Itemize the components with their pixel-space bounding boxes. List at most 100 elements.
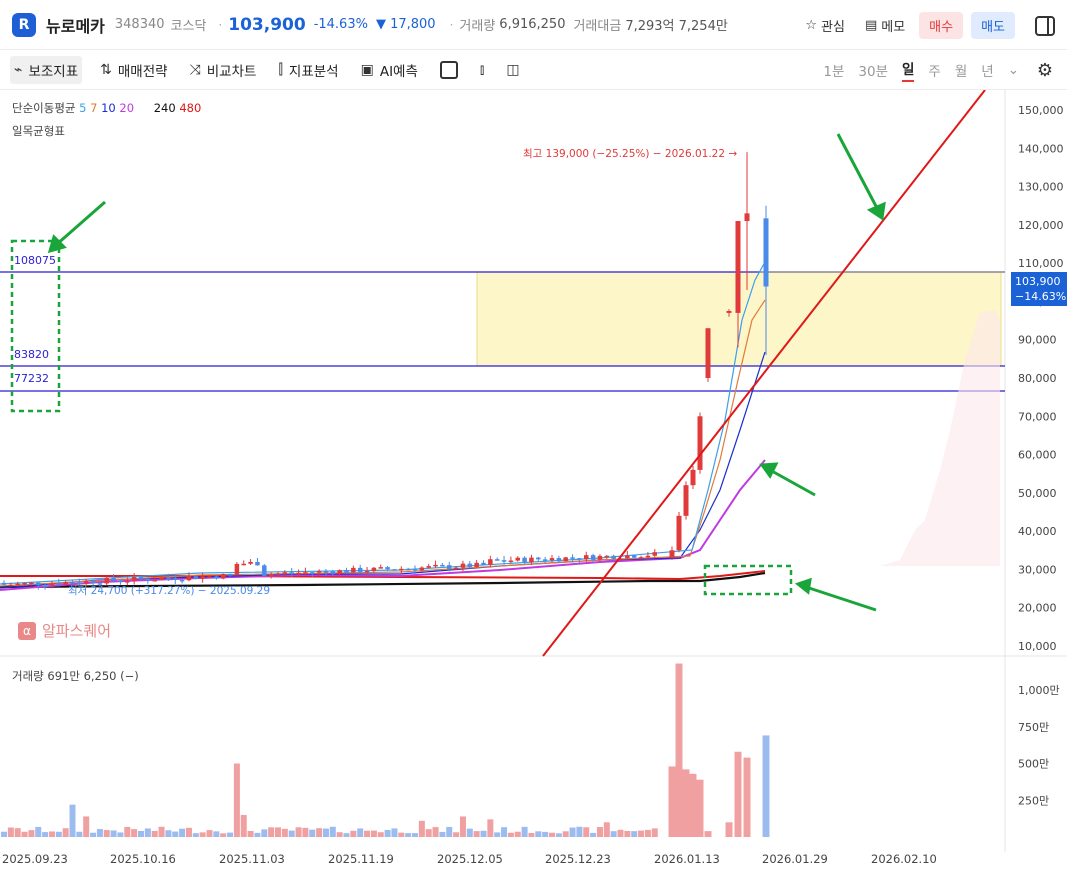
- volume-bar: [696, 779, 704, 837]
- volume-bar: [227, 832, 234, 837]
- volume-bar: [412, 833, 418, 837]
- candle-body: [385, 567, 390, 570]
- candle-body: [453, 567, 459, 570]
- period-week[interactable]: 주: [928, 64, 941, 80]
- volume-bar: [302, 827, 309, 837]
- candle-body: [638, 557, 644, 559]
- compare-button[interactable]: ⤨ 비교차트: [186, 56, 261, 84]
- level-2-label: 83820: [14, 348, 49, 361]
- candle-body: [186, 576, 192, 581]
- volume-bar: [682, 769, 690, 837]
- date-label: 2025.12.23: [545, 852, 611, 866]
- volume-bar: [35, 826, 42, 837]
- period-30min[interactable]: 30분: [858, 64, 888, 80]
- candle-body: [726, 311, 732, 313]
- candle-body: [275, 573, 281, 575]
- candle-body: [97, 583, 103, 585]
- period-year[interactable]: 년: [981, 64, 994, 80]
- watch-button[interactable]: ☆ 관심: [799, 13, 851, 38]
- volume-bar: [343, 833, 350, 837]
- candle-type-button[interactable]: ⫾: [476, 58, 488, 82]
- memo-icon: ▤: [864, 18, 878, 33]
- volume-bar: [172, 831, 179, 837]
- candles-group: [1, 152, 769, 590]
- ma5-line: [0, 261, 766, 585]
- candle-body: [145, 578, 151, 581]
- indicator-label: 보조지표: [28, 63, 79, 80]
- analysis-button[interactable]: ⫿ 지표분석: [274, 56, 342, 84]
- period-month[interactable]: 월: [954, 64, 968, 80]
- current-price: 103,900: [228, 14, 306, 35]
- volume-axis: 1,000만 750만 500만 250만: [1018, 684, 1060, 807]
- candle-body: [42, 585, 48, 587]
- volume-bar: [138, 830, 144, 837]
- volume-bar: [432, 827, 439, 837]
- volume-bar: [96, 829, 103, 837]
- volume-bar: [644, 829, 651, 837]
- camera-icon: ◫: [506, 61, 520, 78]
- ma7-label: 7: [90, 101, 98, 115]
- candle-body: [234, 563, 240, 575]
- volume-bar: [638, 830, 645, 837]
- volume-bar: [364, 830, 371, 837]
- volume-bar: [514, 831, 521, 837]
- candle-body: [316, 571, 322, 573]
- volume-bar: [144, 828, 151, 837]
- buy-button[interactable]: 매수: [919, 12, 964, 39]
- date-label: 2026.01.29: [762, 852, 828, 866]
- volume-bar: [165, 830, 172, 837]
- volume-bar: [555, 833, 562, 837]
- candle-body: [419, 567, 425, 571]
- candle-body: [104, 577, 109, 584]
- indicator-button[interactable]: ⌁ 보조지표: [10, 55, 83, 84]
- volume-label: 거래량: [459, 19, 496, 34]
- price-tick: 40,000: [1018, 525, 1057, 538]
- compare-label: 비교차트: [206, 63, 257, 80]
- ma5-label: 5: [79, 101, 87, 115]
- ai-predict-label: AI예측: [379, 63, 418, 80]
- price-tick: 90,000: [1018, 334, 1057, 347]
- period-1min[interactable]: 1분: [823, 64, 845, 80]
- candle-body: [344, 570, 349, 573]
- drawing-box-button[interactable]: [436, 57, 462, 83]
- candle-body: [536, 557, 541, 560]
- screenshot-button[interactable]: ◫: [502, 58, 523, 82]
- price-chart[interactable]: 150,000140,000130,000120,000110,000100,0…: [0, 90, 1067, 852]
- price-tick: 20,000: [1018, 602, 1057, 615]
- volume-bar: [295, 827, 302, 837]
- ma10-line: [0, 351, 766, 589]
- period-day[interactable]: 일: [902, 58, 915, 82]
- volume-bar: [240, 814, 247, 837]
- strategy-button[interactable]: ⇅ 매매전략: [96, 56, 171, 84]
- chevron-down-icon[interactable]: ⌄: [1007, 62, 1019, 78]
- volume-bar: [357, 828, 364, 837]
- volume-tick: 1,000만: [1018, 684, 1060, 697]
- volume-bar: [261, 829, 268, 837]
- ai-predict-button[interactable]: ▣ AI예측: [357, 56, 422, 84]
- indicator-icon: ⌁: [14, 61, 23, 78]
- volume-bar: [446, 826, 453, 837]
- candle-body: [118, 580, 123, 583]
- candle-body: [705, 328, 711, 378]
- candle-body: [83, 580, 89, 584]
- volume-tick: 750만: [1018, 721, 1049, 734]
- candle-body: [460, 563, 466, 568]
- sell-button[interactable]: 매도: [971, 12, 1015, 39]
- volume-tick: 250만: [1018, 794, 1049, 807]
- candle-body: [625, 555, 630, 559]
- candle-body: [77, 582, 82, 585]
- volume-bar: [398, 832, 405, 837]
- date-label: 2025.12.05: [437, 852, 503, 866]
- side-panel-icon[interactable]: [1035, 15, 1055, 36]
- ma480-label: 480: [179, 101, 202, 115]
- candle-body: [556, 558, 562, 562]
- candle-body: [49, 583, 55, 586]
- memo-button[interactable]: ▤ 메모: [859, 13, 911, 38]
- volume-bar: [288, 830, 295, 837]
- watch-label: 관심: [821, 20, 845, 35]
- price-tick: 80,000: [1018, 372, 1057, 385]
- candle-body: [227, 574, 233, 576]
- volume-bar: [281, 828, 288, 837]
- settings-gear-icon[interactable]: ⚙: [1036, 59, 1054, 81]
- volume-bar: [185, 827, 192, 837]
